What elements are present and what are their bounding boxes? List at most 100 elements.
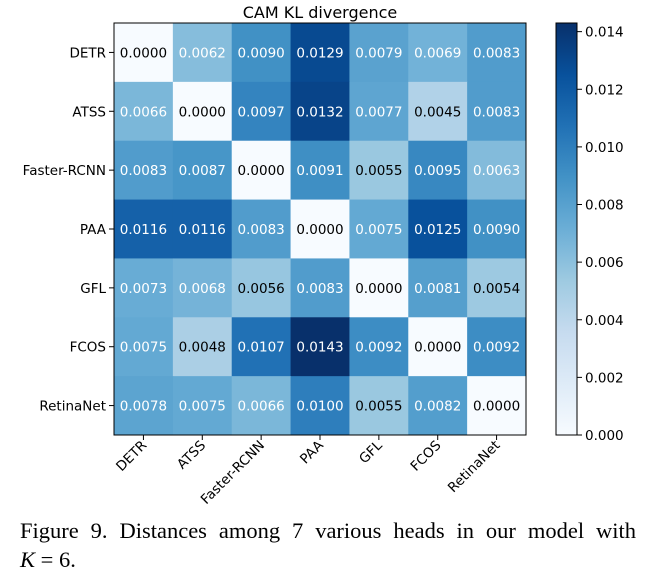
- y-tick-label: FCOS: [70, 340, 106, 356]
- heatmap-cell-labels: 0.0000 0.0062 0.0090 0.0129 0.0079 0.0069 0.00…: [120, 45, 520, 414]
- y-tick-label: RetinaNet: [39, 399, 106, 415]
- cell-value-label: 0.0075: [355, 222, 402, 238]
- figure-caption: Figure 9. Distances among 7 various head…: [20, 516, 636, 574]
- heatmap-cell: [467, 199, 527, 259]
- x-tick-label: PAA: [297, 437, 327, 467]
- heatmap-cell: [290, 317, 350, 377]
- cell-value-label: 0.0083: [120, 163, 167, 179]
- y-tick-label: DETR: [69, 45, 106, 61]
- colorbar: [555, 22, 578, 436]
- heatmap-cell: [349, 140, 409, 201]
- x-tick-label: FCOS: [407, 438, 444, 475]
- heatmap-cells: [114, 23, 527, 436]
- heatmap-cell: [172, 199, 233, 259]
- cell-value-label: 0.0066: [120, 104, 167, 120]
- heatmap-cell: [349, 376, 409, 436]
- cell-value-label: 0.0055: [355, 163, 402, 179]
- cell-value-label: 0.0143: [296, 340, 343, 356]
- cell-value-label: 0.0062: [179, 45, 226, 61]
- cell-value-label: 0.0129: [296, 45, 343, 61]
- y-tick-label: ATSS: [72, 104, 106, 120]
- cell-value-label: 0.0116: [120, 222, 167, 238]
- cell-value-label: 0.0073: [120, 281, 167, 297]
- caption-math-k: K: [20, 547, 36, 572]
- heatmap-cell: [408, 199, 468, 259]
- heatmap-cell: [290, 81, 350, 142]
- cell-value-label: 0.0132: [296, 104, 343, 120]
- cell-value-label: 0.0045: [414, 104, 461, 120]
- heatmap-cell: [231, 81, 292, 142]
- cell-value-label: 0.0000: [120, 45, 167, 61]
- cell-value-label: 0.0000: [296, 222, 343, 238]
- heatmap-cell: [467, 81, 527, 142]
- colorbar-tick-label: 0.000: [585, 428, 624, 444]
- cell-value-label: 0.0075: [120, 340, 167, 356]
- heatmap-cell: [172, 23, 233, 83]
- heatmap-cell: [349, 199, 409, 259]
- heatmap-cell: [231, 23, 292, 83]
- heatmap-cell: [172, 258, 233, 318]
- heatmap-cell: [408, 81, 468, 142]
- y-tick-label: GFL: [80, 281, 106, 297]
- cell-value-label: 0.0100: [296, 399, 343, 415]
- cell-value-label: 0.0055: [355, 399, 402, 415]
- cell-value-label: 0.0092: [355, 340, 402, 356]
- heatmap-chart: CAM KL divergence 0.0000 0.0062 0.0090 0.01…: [23, 3, 624, 508]
- y-axis-ticks: DETR ATSS Faster-RCNN PAA GFL FCOS RetinaNet: [23, 45, 114, 415]
- colorbar-ticks: 0.000 0.002 0.004 0.006 0.008 0.010 0.012 0.014: [577, 25, 624, 444]
- heatmap-cell: [172, 376, 233, 436]
- chart-title: CAM KL divergence: [243, 3, 398, 22]
- cell-value-label: 0.0095: [414, 163, 461, 179]
- heatmap-cell: [114, 199, 174, 259]
- cell-value-label: 0.0090: [473, 222, 520, 238]
- heatmap-cell: [408, 258, 468, 318]
- cell-value-label: 0.0063: [473, 163, 520, 179]
- heatmap-cell: [290, 199, 350, 259]
- cell-value-label: 0.0083: [296, 281, 343, 297]
- x-tick-label: GFL: [356, 437, 386, 467]
- heatmap-cell: [349, 81, 409, 142]
- x-tick-label: DETR: [113, 438, 150, 475]
- heatmap-cell: [349, 23, 409, 83]
- caption-line-2-rest: = 6.: [35, 547, 76, 572]
- cell-value-label: 0.0087: [179, 163, 226, 179]
- cell-value-label: 0.0054: [473, 281, 520, 297]
- colorbar-tick-label: 0.008: [585, 198, 624, 214]
- cell-value-label: 0.0092: [473, 340, 520, 356]
- heatmap-cell: [114, 81, 174, 142]
- caption-line-1: Figure 9. Distances among 7 various head…: [20, 518, 636, 543]
- heatmap-cell: [172, 140, 233, 201]
- heatmap-cell: [114, 258, 174, 318]
- heatmap-cell: [231, 317, 292, 377]
- heatmap-cell: [408, 376, 468, 436]
- cell-value-label: 0.0066: [238, 399, 285, 415]
- cell-value-label: 0.0000: [355, 281, 402, 297]
- cell-value-label: 0.0079: [355, 45, 402, 61]
- heatmap-cell: [172, 81, 233, 142]
- heatmap-cell: [290, 23, 350, 83]
- cell-value-label: 0.0090: [238, 45, 285, 61]
- heatmap-cell: [467, 376, 527, 436]
- cell-value-label: 0.0125: [414, 222, 461, 238]
- cell-value-label: 0.0000: [238, 163, 285, 179]
- heatmap-cell: [467, 23, 527, 83]
- cell-value-label: 0.0083: [473, 45, 520, 61]
- cell-value-label: 0.0048: [179, 340, 226, 356]
- cell-value-label: 0.0078: [120, 399, 167, 415]
- heatmap-cell: [114, 317, 174, 377]
- heatmap-cell: [231, 199, 292, 259]
- colorbar-tick-label: 0.010: [585, 140, 624, 156]
- colorbar-tick-label: 0.012: [585, 82, 624, 98]
- cell-value-label: 0.0056: [238, 281, 285, 297]
- heatmap-cell: [349, 258, 409, 318]
- heatmap-cell: [408, 23, 468, 83]
- heatmap-cell: [231, 376, 292, 436]
- colorbar-tick-label: 0.002: [585, 370, 624, 386]
- heatmap-cell: [114, 376, 174, 436]
- cell-value-label: 0.0107: [238, 340, 285, 356]
- cell-value-label: 0.0081: [414, 281, 461, 297]
- heatmap-cell: [231, 140, 292, 201]
- heatmap-cell: [467, 140, 527, 201]
